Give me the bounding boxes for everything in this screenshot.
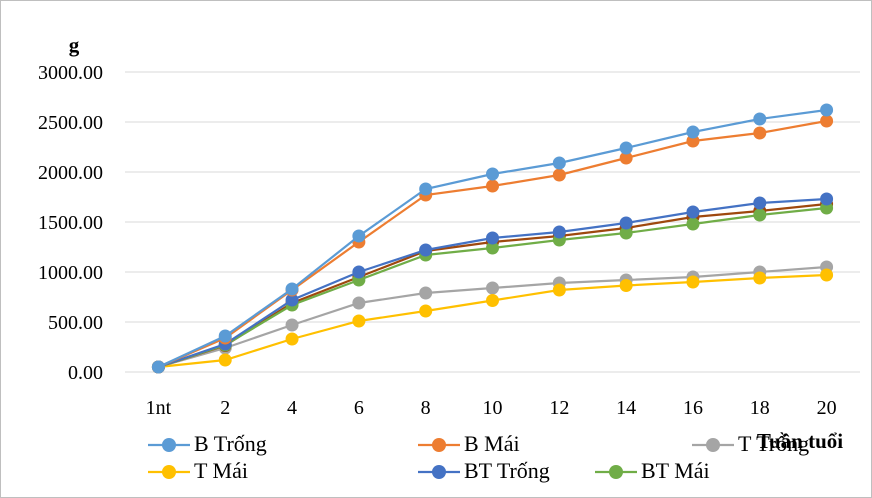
data-point: [352, 296, 366, 310]
x-tick-label: 4: [287, 397, 297, 419]
data-point: [419, 304, 433, 318]
legend-marker: [706, 438, 720, 452]
data-point: [686, 205, 700, 219]
legend-marker: [432, 438, 446, 452]
data-point: [285, 282, 299, 296]
legend-label: BT Trống: [464, 458, 550, 483]
data-point: [753, 271, 767, 285]
series-0: [151, 103, 834, 374]
y-tick-label: 2500.00: [38, 112, 103, 134]
y-tick-label: 2000.00: [38, 162, 103, 184]
legend-item: B Mái: [418, 431, 520, 456]
data-point: [820, 114, 834, 128]
x-tick-label: 1nt: [146, 397, 172, 419]
data-point: [686, 275, 700, 289]
data-point: [820, 201, 834, 215]
y-axis-ticks: 0.00 500.00 1000.00 1500.00 2000.00 2500.00 30…: [38, 62, 103, 384]
x-tick-label: 20: [817, 397, 837, 419]
data-point: [486, 241, 499, 255]
data-point: [619, 226, 633, 240]
x-tick-label: 12: [549, 397, 569, 419]
data-point: [753, 196, 767, 210]
data-point: [218, 329, 232, 343]
data-point: [552, 156, 566, 170]
data-point: [486, 231, 499, 245]
legend-label: B Mái: [464, 431, 520, 456]
data-point: [619, 216, 633, 230]
data-point: [619, 141, 633, 155]
data-point: [619, 279, 633, 292]
legend-item: T Trống: [692, 431, 809, 456]
legend-label: BT Mái: [641, 458, 710, 483]
y-tick-label: 0.00: [68, 362, 103, 384]
data-point: [419, 243, 433, 257]
data-point: [820, 103, 834, 117]
data-point: [151, 360, 165, 374]
data-point: [753, 126, 767, 140]
data-point: [352, 314, 366, 328]
data-point: [619, 151, 633, 165]
x-axis-title: Tuần tuổi: [757, 429, 843, 453]
data-point: [285, 293, 299, 307]
data-point: [686, 125, 700, 139]
x-tick-label: 18: [750, 397, 770, 419]
data-point: [486, 281, 499, 295]
data-point: [820, 192, 834, 206]
data-point: [486, 179, 499, 193]
data-point: [419, 182, 433, 196]
data-point: [753, 112, 767, 126]
data-point: [820, 268, 834, 282]
series-3: [151, 268, 834, 374]
legend-label: T Mái: [194, 458, 248, 483]
data-point: [218, 353, 232, 367]
x-tick-label: 16: [683, 397, 703, 419]
data-point: [753, 208, 767, 222]
legend-item: BT Trống: [418, 458, 550, 483]
legend-label: T Trống: [738, 431, 809, 456]
data-point: [552, 168, 566, 182]
data-point: [552, 225, 566, 239]
gridlines: [125, 71, 860, 373]
y-tick-label: 500.00: [48, 312, 103, 334]
x-tick-label: 6: [354, 397, 364, 419]
x-axis-ticks: 1nt 2 4 6 8 10 12 14 16 18 20: [146, 397, 837, 419]
legend: B Trống B Mái T Trống T Mái BT Trống BT Mái: [148, 431, 809, 483]
x-tick-label: 2: [220, 397, 230, 419]
data-point: [686, 217, 700, 231]
data-point: [486, 294, 499, 307]
x-tick-label: 8: [421, 397, 431, 419]
legend-item: BT Mái: [595, 458, 710, 483]
data-point: [552, 283, 566, 297]
legend-label: B Trống: [194, 431, 267, 456]
y-tick-label: 1000.00: [38, 262, 103, 284]
legend-marker: [162, 465, 176, 479]
y-axis-title: g: [69, 33, 80, 57]
data-point: [352, 265, 366, 279]
legend-marker: [162, 438, 176, 452]
x-tick-label: 10: [483, 397, 503, 419]
x-tick-label: 14: [616, 397, 636, 419]
data-point: [486, 167, 499, 181]
legend-item: B Trống: [148, 431, 267, 456]
y-tick-label: 3000.00: [38, 62, 103, 84]
data-point: [285, 332, 299, 346]
data-point: [419, 286, 433, 300]
series-lines: [151, 103, 834, 374]
data-point: [352, 229, 366, 243]
legend-marker: [432, 465, 446, 479]
data-point: [686, 134, 700, 148]
legend-item: T Mái: [148, 458, 248, 483]
data-point: [285, 318, 299, 332]
legend-marker: [609, 465, 623, 479]
y-tick-label: 1500.00: [38, 212, 103, 234]
